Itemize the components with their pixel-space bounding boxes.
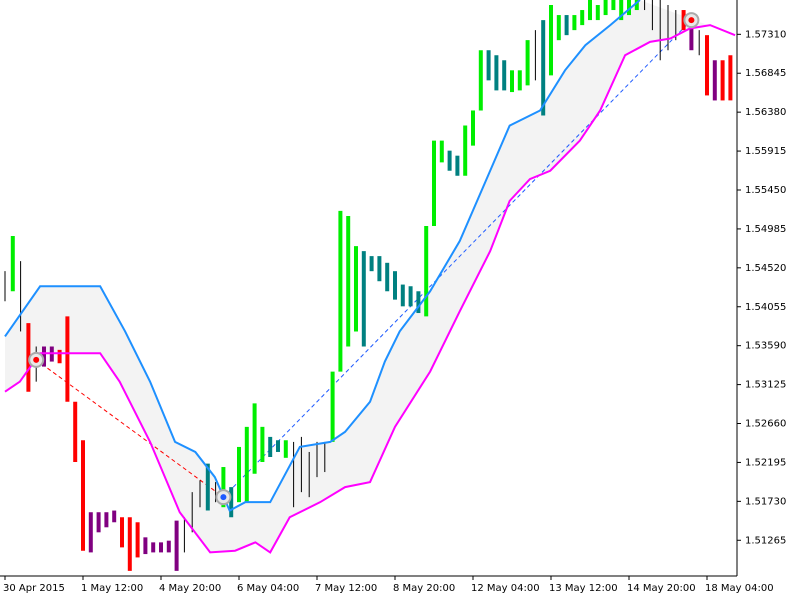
signal-dot [33, 356, 40, 363]
y-tick-label: 1.54055 [745, 302, 786, 313]
signal-marker [683, 12, 700, 29]
x-tick-label: 7 May 12:00 [315, 583, 377, 594]
x-tick-label: 6 May 04:00 [237, 583, 299, 594]
signal-dot [220, 494, 227, 501]
y-tick-label: 1.55915 [745, 146, 786, 157]
y-tick-label: 1.57310 [745, 29, 786, 40]
x-tick-label: 13 May 12:00 [549, 583, 618, 594]
x-tick-label: 4 May 20:00 [159, 583, 221, 594]
y-tick-label: 1.52195 [745, 457, 786, 468]
y-tick-label: 1.51730 [745, 496, 786, 507]
channel-line [4, 0, 641, 512]
x-tick-label: 1 May 12:00 [81, 583, 143, 594]
y-tick-label: 1.51265 [745, 535, 786, 546]
x-tick-label: 14 May 20:00 [627, 583, 696, 594]
y-tick-label: 1.52660 [745, 419, 786, 430]
y-tick-label: 1.53125 [745, 380, 786, 391]
x-tick-label: 30 Apr 2015 [3, 583, 65, 594]
y-tick-label: 1.56845 [745, 68, 786, 79]
y-tick-label: 1.53590 [745, 341, 786, 352]
channel-fill [5, 0, 736, 553]
y-tick-label: 1.54985 [745, 224, 786, 235]
y-tick-label: 1.56380 [745, 107, 786, 118]
channel-line [4, 24, 736, 554]
signal-dot [688, 17, 695, 24]
y-tick-label: 1.54520 [745, 263, 786, 274]
signal-marker [28, 351, 45, 368]
signal-marker [215, 489, 232, 506]
y-tick-label: 1.55450 [745, 185, 786, 196]
x-tick-label: 12 May 04:00 [471, 583, 540, 594]
signal-link [223, 19, 692, 498]
x-tick-label: 8 May 20:00 [393, 583, 455, 594]
x-tick-label: 18 May 04:00 [705, 583, 774, 594]
plot-area [4, 0, 736, 571]
